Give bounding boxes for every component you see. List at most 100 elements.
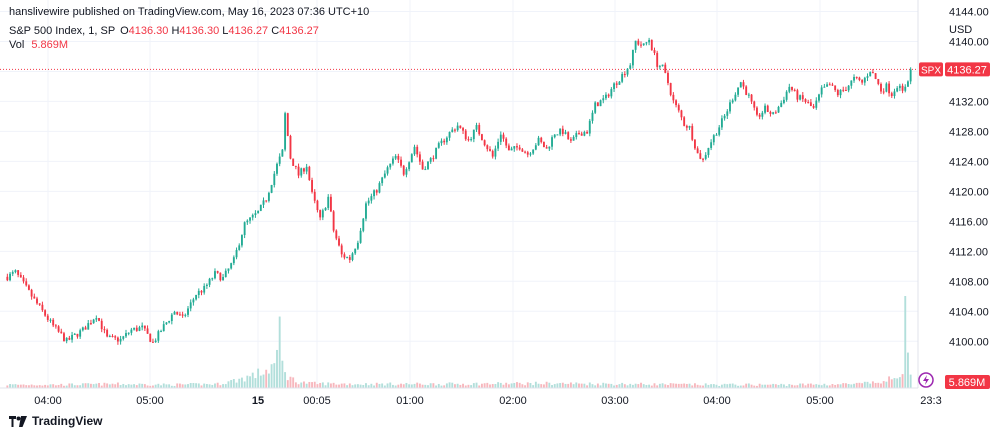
- candle-body: [648, 39, 651, 43]
- volume-bar: [723, 383, 726, 388]
- volume-bar: [246, 375, 249, 388]
- candle-body: [443, 140, 446, 143]
- candle-body: [176, 311, 179, 315]
- candle-body: [410, 154, 413, 163]
- volume-bar: [373, 385, 376, 388]
- candle-body: [251, 214, 254, 218]
- symbol-name[interactable]: S&P 500 Index, 1, SP: [9, 25, 116, 37]
- volume-bar: [505, 382, 508, 388]
- candle-body: [885, 83, 888, 92]
- candle-body: [877, 78, 880, 84]
- time-axis[interactable]: 04:00 05:00 15 00:05 01:00 02:00 03:00 04:00 05:…: [34, 395, 941, 407]
- candle-body: [249, 217, 251, 221]
- volume-bar: [683, 383, 686, 388]
- volume-bar: [726, 384, 729, 388]
- candle-body: [46, 315, 49, 320]
- volume-bar: [486, 382, 489, 388]
- volume-bar: [270, 364, 273, 388]
- volume-bar: [251, 372, 254, 388]
- volume-bar: [858, 382, 861, 388]
- candle-body: [114, 336, 117, 338]
- volume-bar: [308, 381, 311, 388]
- candle-body: [92, 319, 95, 324]
- chart-grid: [0, 0, 918, 388]
- candle-body: [467, 139, 470, 141]
- candle-body: [230, 263, 233, 269]
- candle-body: [583, 131, 586, 136]
- candle-body: [181, 314, 184, 316]
- candle-body: [796, 90, 799, 100]
- tradingview-branding[interactable]: TradingView: [9, 414, 102, 428]
- candle-body: [704, 154, 707, 159]
- high-value: 4136.30: [179, 25, 220, 37]
- volume-label[interactable]: Vol: [9, 39, 25, 51]
- price-axis[interactable]: 4100.00 4104.00 4108.00 4112.00 4116.00 4120.…: [949, 6, 989, 348]
- volume-bar: [195, 383, 198, 388]
- volume-bar: [89, 383, 92, 388]
- candle-body: [909, 69, 912, 82]
- candle-body: [192, 299, 195, 303]
- high-label: H: [171, 25, 180, 37]
- volume-bar: [745, 383, 748, 388]
- volume-bar: [402, 384, 405, 388]
- volume-bar: [472, 383, 475, 388]
- volume-bar: [95, 383, 98, 388]
- volume-bar: [499, 382, 502, 388]
- candle-body: [578, 133, 580, 135]
- candle-body: [14, 270, 17, 273]
- candle-body: [780, 102, 783, 107]
- volume-bar: [71, 383, 74, 388]
- volume-bar: [516, 382, 518, 388]
- candle-body: [766, 105, 769, 112]
- candle-body: [729, 102, 731, 112]
- candle-body: [267, 192, 270, 201]
- candle-body: [84, 327, 87, 330]
- volume-bar: [888, 376, 891, 388]
- volume-bar: [327, 382, 330, 388]
- candle-body: [564, 132, 567, 134]
- candle-body: [764, 105, 766, 113]
- candle-body: [305, 166, 308, 172]
- candle-body: [888, 83, 891, 94]
- candle-body: [76, 333, 79, 337]
- candle-body: [311, 180, 313, 192]
- candle-body: [658, 66, 661, 68]
- candle-body: [351, 253, 354, 260]
- lightning-icon[interactable]: [918, 372, 934, 388]
- candle-body: [588, 120, 591, 134]
- volume-bar: [146, 385, 149, 388]
- candle-body: [356, 242, 359, 249]
- candle-body: [205, 284, 208, 286]
- candle-body: [801, 95, 804, 100]
- candle-body: [540, 137, 543, 143]
- volume-bar: [561, 382, 564, 388]
- volume-bar: [346, 385, 349, 388]
- volume-bar: [734, 384, 737, 388]
- volume-bar: [19, 384, 22, 388]
- volume-bar: [178, 383, 181, 388]
- volume-bar: [540, 384, 543, 388]
- volume-bar: [437, 383, 440, 388]
- volume-bar: [149, 385, 152, 388]
- candle-body: [478, 125, 481, 135]
- candle-body: [774, 112, 777, 114]
- volume-bar: [626, 385, 629, 388]
- volume-bar: [494, 384, 497, 388]
- candle-body: [720, 118, 723, 128]
- candle-body: [898, 85, 901, 89]
- volume-bar: [610, 383, 613, 388]
- volume-bar: [618, 384, 621, 388]
- candle-body: [98, 318, 100, 321]
- candle-body: [238, 245, 241, 250]
- volume-bar: [491, 384, 494, 388]
- volume-bar: [898, 377, 901, 388]
- currency-label[interactable]: USD: [949, 24, 973, 36]
- volume-bar: [394, 385, 397, 388]
- candle-body: [669, 83, 672, 95]
- volume-bar: [871, 381, 874, 388]
- volume-bar: [211, 384, 214, 388]
- candle-body: [758, 114, 761, 117]
- candle-body: [782, 99, 785, 103]
- candle-body: [445, 137, 448, 143]
